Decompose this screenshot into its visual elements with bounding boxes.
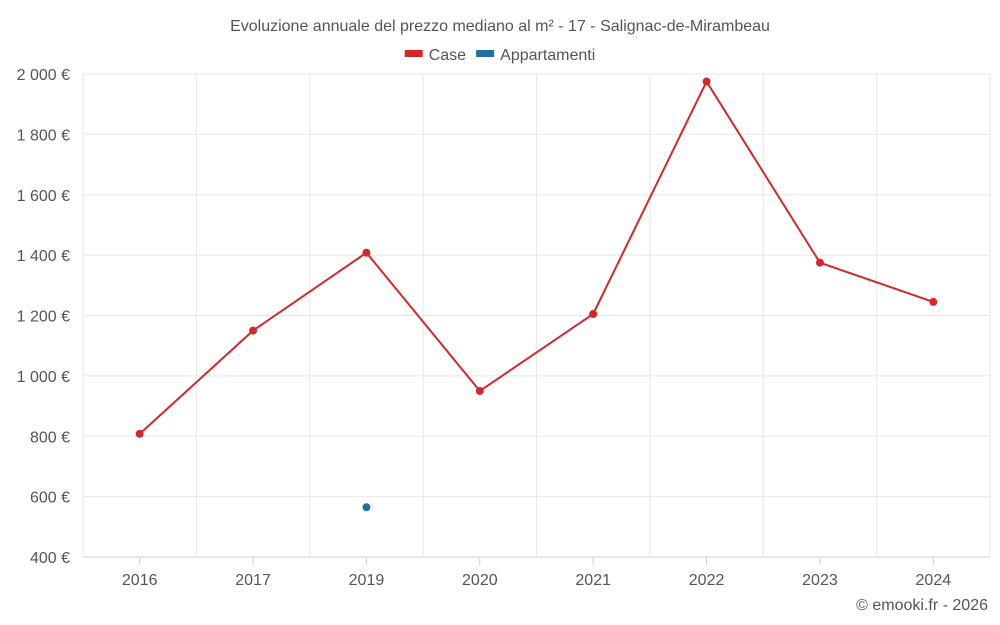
legend-label: Case xyxy=(429,47,466,64)
x-tick-label: 2020 xyxy=(462,572,498,589)
data-point-case[interactable] xyxy=(362,248,371,257)
legend-swatch xyxy=(476,50,495,57)
series-layer xyxy=(135,77,938,512)
legend-label: Appartamenti xyxy=(500,47,595,64)
y-tick-label: 400 € xyxy=(30,550,70,567)
y-tick-label: 1 400 € xyxy=(17,248,70,265)
legend-swatch xyxy=(404,50,423,57)
y-tick-label: 2 000 € xyxy=(17,67,70,84)
x-tick-label: 2016 xyxy=(122,572,158,589)
y-tick-label: 600 € xyxy=(30,490,70,507)
x-tick-label: 2017 xyxy=(235,572,271,589)
x-tick-label: 2021 xyxy=(575,572,611,589)
y-tick-label: 1 800 € xyxy=(17,127,70,144)
grid xyxy=(82,73,991,558)
y-tick-label: 1 200 € xyxy=(17,309,70,326)
chart-title: Evoluzione annuale del prezzo mediano al… xyxy=(230,18,770,35)
data-point-case[interactable] xyxy=(815,258,824,267)
x-tick-label: 2019 xyxy=(349,572,385,589)
data-point-case[interactable] xyxy=(589,309,598,318)
legend-item-case[interactable]: Case xyxy=(404,47,466,64)
data-point-case[interactable] xyxy=(475,386,484,395)
y-tick-label: 1 000 € xyxy=(17,369,70,386)
legend: Case Appartamenti xyxy=(404,47,595,64)
data-point-case[interactable] xyxy=(135,429,144,438)
y-axis: 400 € 600 € 800 € 1 000 € 1 200 € 1 400 € 1 60… xyxy=(17,67,70,567)
data-point-case[interactable] xyxy=(702,77,711,86)
x-axis: 2016 2017 2019 2020 2021 2022 2023 2024 xyxy=(122,557,951,589)
data-point-appartamenti[interactable] xyxy=(362,503,371,512)
x-tick-label: 2024 xyxy=(916,572,952,589)
x-tick-label: 2023 xyxy=(802,572,838,589)
legend-item-appartamenti[interactable]: Appartamenti xyxy=(476,47,595,64)
data-point-case[interactable] xyxy=(929,297,938,306)
series-line-case xyxy=(139,79,934,435)
data-point-case[interactable] xyxy=(249,326,258,335)
credit: © emooki.fr - 2026 xyxy=(856,597,988,614)
x-tick-label: 2022 xyxy=(689,572,725,589)
y-tick-label: 1 600 € xyxy=(17,188,70,205)
y-tick-label: 800 € xyxy=(30,429,70,446)
